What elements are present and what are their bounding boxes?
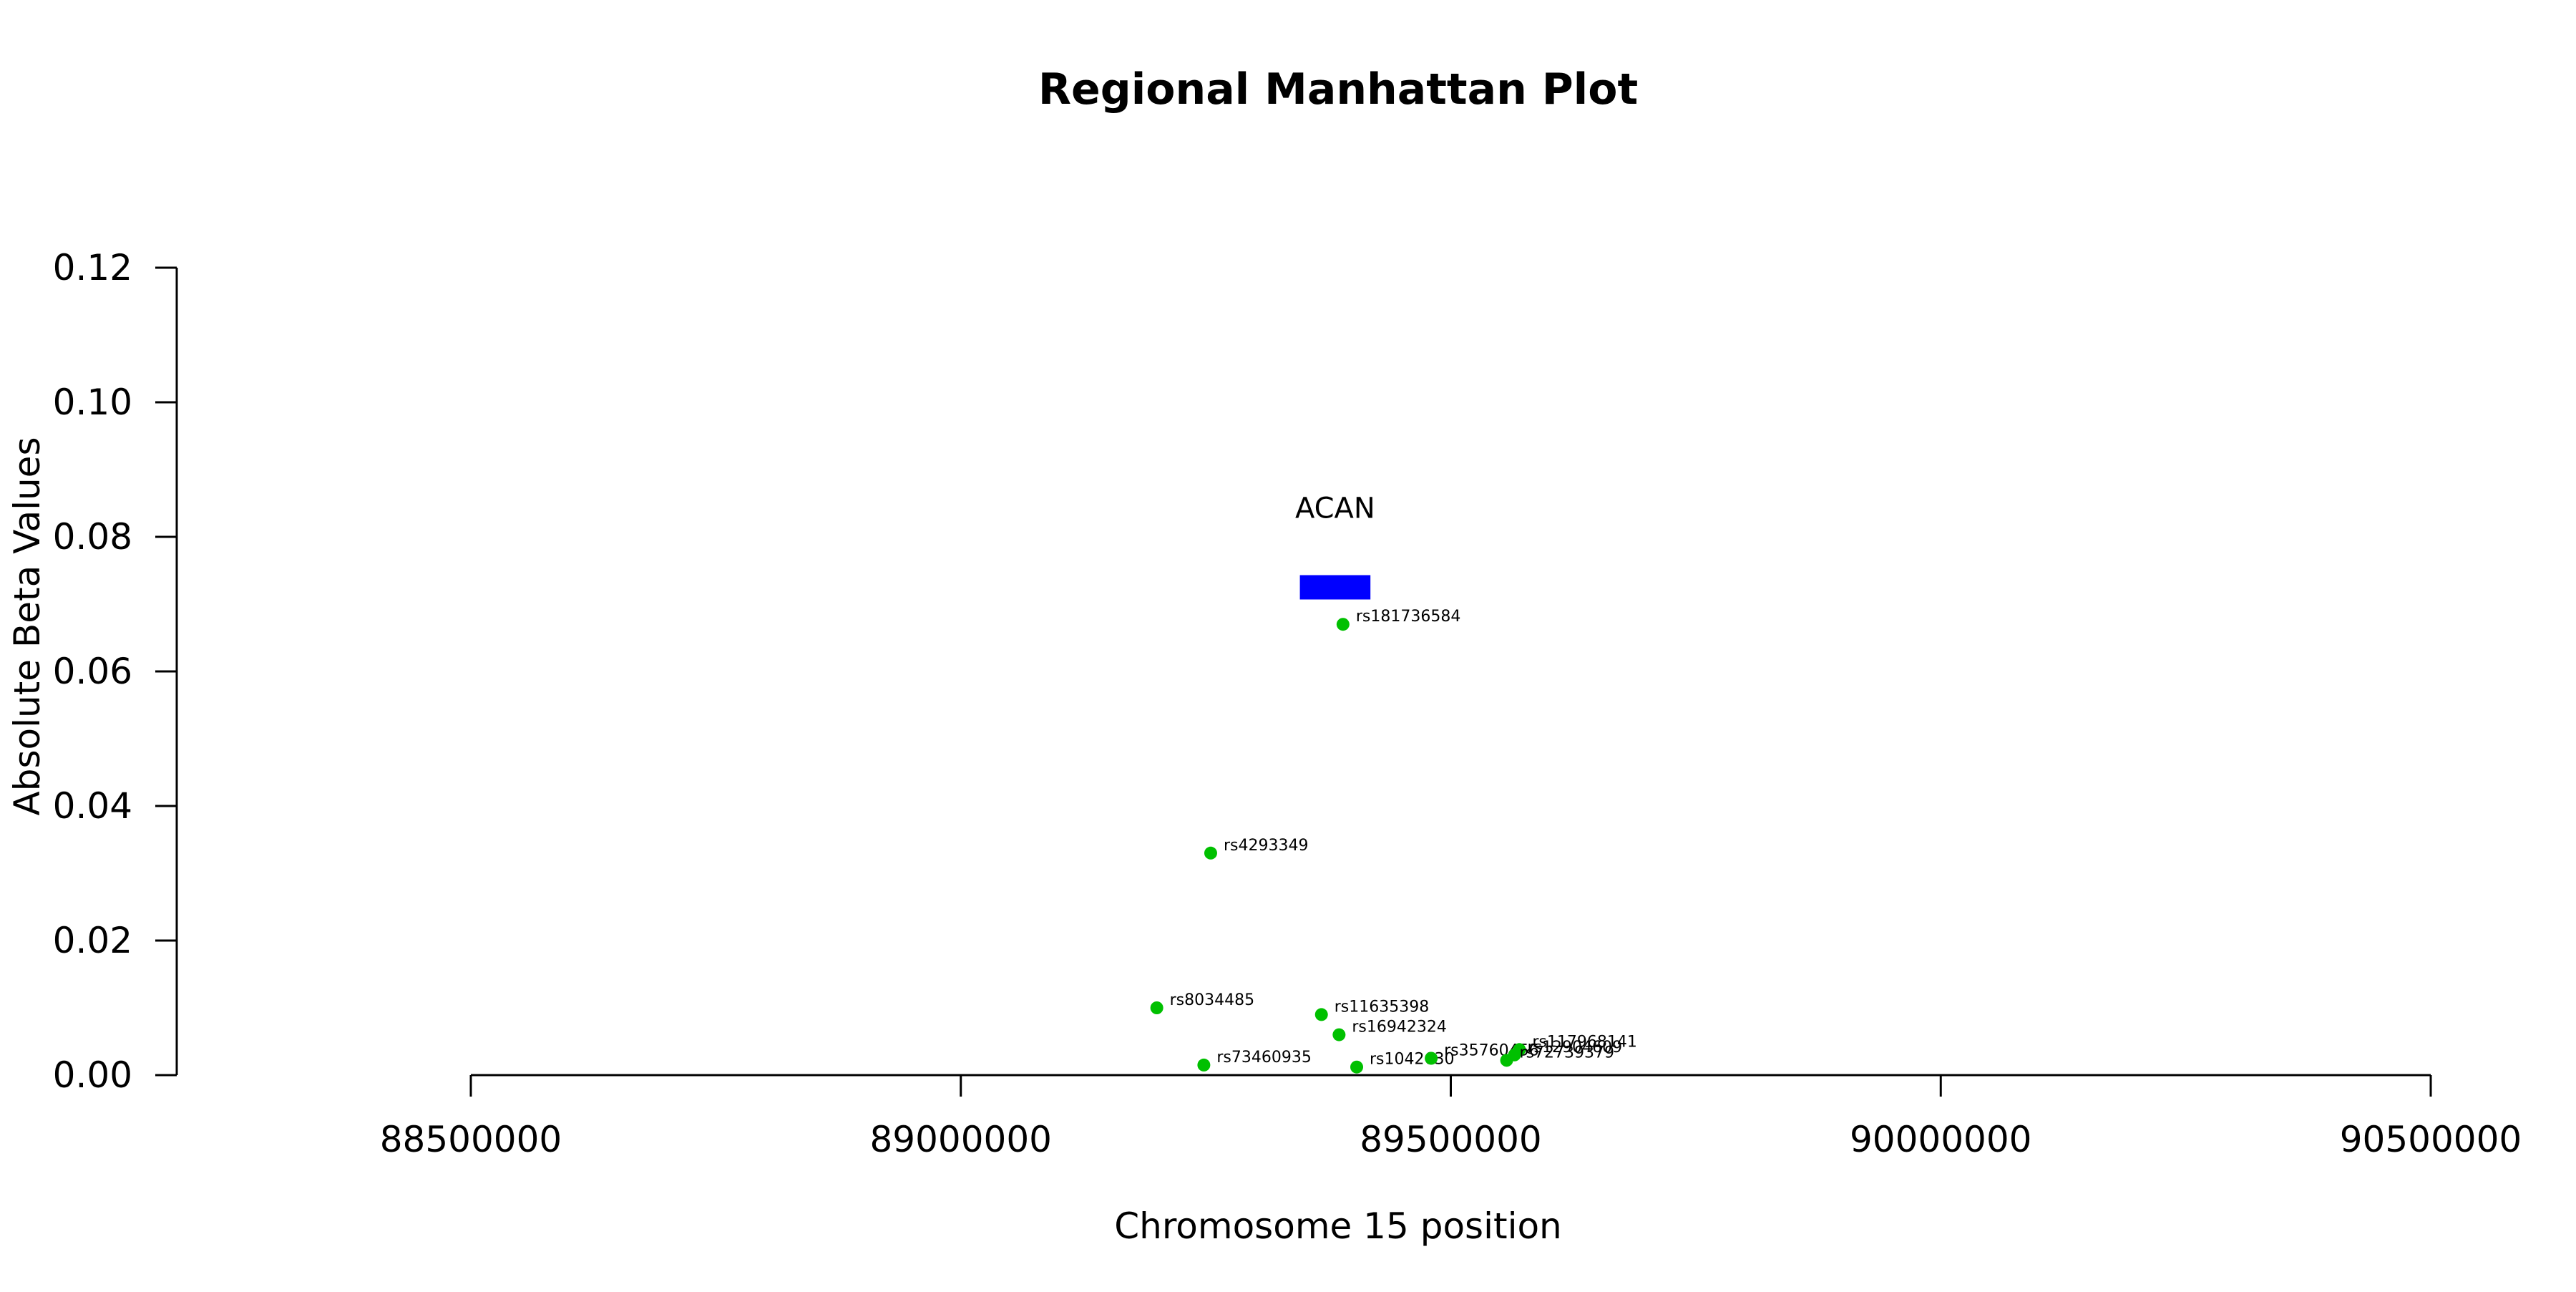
snp-point [1204, 846, 1217, 860]
snp-label: rs181736584 [1356, 608, 1460, 626]
x-tick-label: 90000000 [1850, 1119, 2032, 1160]
snp-point [1314, 1008, 1328, 1021]
y-axis: 0.00 0.02 0.04 0.06 0.08 0.10 0.12 [53, 247, 178, 1096]
snp-label: rs117968141 [1532, 1033, 1636, 1051]
snp-point [1150, 1001, 1163, 1014]
y-tick-label: 0.10 [53, 382, 132, 423]
gene-label: ACAN [1295, 492, 1375, 525]
x-tick-label: 88500000 [380, 1119, 562, 1160]
y-tick-label: 0.08 [53, 516, 132, 558]
y-tick-label: 0.12 [53, 247, 132, 288]
snp-label: rs12904609 [1528, 1039, 1622, 1057]
x-axis-label: Chromosome 15 position [1114, 1205, 1562, 1247]
y-tick-label: 0.06 [53, 651, 132, 692]
x-tick-label: 89500000 [1360, 1119, 1542, 1160]
y-axis-label: Absolute Beta Values [6, 437, 48, 816]
snp-point [1350, 1060, 1364, 1074]
snp-label: rs4293349 [1224, 837, 1309, 855]
y-tick-label: 0.00 [53, 1054, 132, 1096]
snp-label: rs72739379 [1520, 1044, 1614, 1062]
gene-bar [1299, 575, 1371, 600]
snp-label: rs8034485 [1170, 991, 1255, 1009]
snp-label: rs73460935 [1216, 1049, 1311, 1067]
y-tick-label: 0.02 [53, 920, 132, 961]
snp-point [1197, 1058, 1211, 1072]
x-tick-label: 90500000 [2340, 1119, 2522, 1160]
snp-point [1332, 1028, 1346, 1041]
snp-label: rs1042630 [1370, 1051, 1455, 1069]
x-tick-label: 89000000 [870, 1119, 1053, 1160]
snp-points: rs181736584 rs4293349 rs8034485 rs11635398 r… [1150, 608, 1637, 1074]
x-axis: 88500000 89000000 89500000 90000000 90500000 [380, 1074, 2522, 1160]
y-tick-label: 0.04 [53, 785, 132, 827]
snp-point [1336, 618, 1350, 631]
snp-point [1500, 1054, 1513, 1067]
snp-label: rs16942324 [1352, 1019, 1446, 1036]
snp-label: rs11635398 [1335, 998, 1429, 1016]
chart-title: Regional Manhattan Plot [1038, 64, 1638, 115]
snp-point [1425, 1051, 1438, 1065]
gene-track: ACAN [1295, 492, 1375, 600]
